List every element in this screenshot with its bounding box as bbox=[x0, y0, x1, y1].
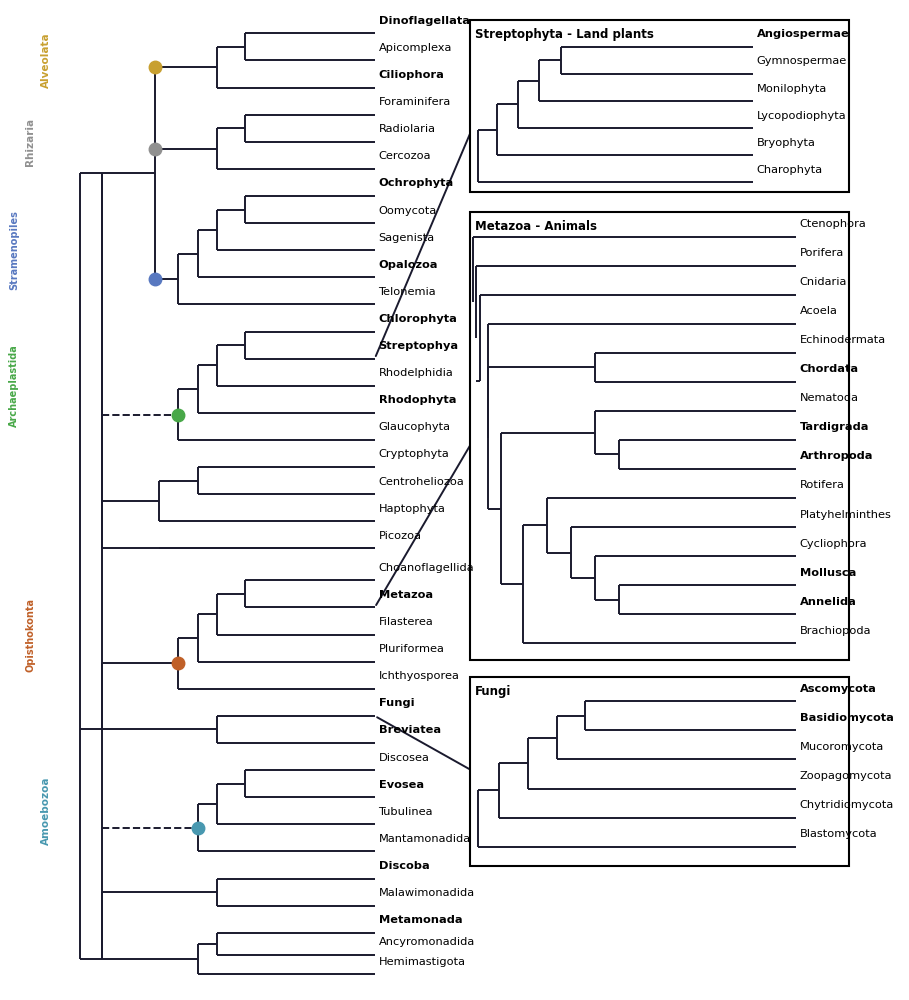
Text: Annelida: Annelida bbox=[800, 597, 856, 607]
Text: Streptophyta - Land plants: Streptophyta - Land plants bbox=[475, 28, 654, 41]
Text: Archaeplastida: Archaeplastida bbox=[9, 344, 19, 427]
Text: Ctenophora: Ctenophora bbox=[800, 219, 866, 229]
Text: Foraminifera: Foraminifera bbox=[378, 97, 451, 107]
FancyBboxPatch shape bbox=[471, 677, 848, 866]
Text: Lycopodiophyta: Lycopodiophyta bbox=[756, 111, 846, 121]
Text: Brachiopoda: Brachiopoda bbox=[800, 626, 871, 636]
Text: Monilophyta: Monilophyta bbox=[756, 84, 827, 94]
Text: Ichthyosporea: Ichthyosporea bbox=[378, 671, 459, 681]
Text: Ancyromonadida: Ancyromonadida bbox=[378, 937, 474, 947]
Text: Ochrophyta: Ochrophyta bbox=[378, 178, 454, 188]
Text: Mantamonadida: Mantamonadida bbox=[378, 834, 471, 844]
Text: Amoebozoa: Amoebozoa bbox=[42, 777, 52, 845]
Text: Dinoflagellata: Dinoflagellata bbox=[378, 16, 470, 26]
Text: Fungi: Fungi bbox=[378, 698, 415, 708]
Text: Opisthokonta: Opisthokonta bbox=[25, 598, 35, 672]
Text: Metamonada: Metamonada bbox=[378, 915, 462, 925]
Text: Charophyta: Charophyta bbox=[756, 165, 823, 175]
Text: Streptophya: Streptophya bbox=[378, 341, 459, 351]
Text: Ciliophora: Ciliophora bbox=[378, 70, 445, 80]
Text: Chordata: Chordata bbox=[800, 364, 859, 374]
FancyBboxPatch shape bbox=[471, 212, 848, 660]
Text: Porifera: Porifera bbox=[800, 248, 844, 258]
Text: Cercozoa: Cercozoa bbox=[378, 151, 431, 161]
Text: Acoela: Acoela bbox=[800, 306, 837, 316]
Text: Malawimonadida: Malawimonadida bbox=[378, 888, 474, 898]
Text: Evosea: Evosea bbox=[378, 780, 424, 790]
Text: Oomycota: Oomycota bbox=[378, 206, 437, 216]
Text: Rotifera: Rotifera bbox=[800, 480, 844, 490]
Text: Haptophyta: Haptophyta bbox=[378, 504, 445, 514]
Text: Centroheliozoa: Centroheliozoa bbox=[378, 477, 464, 487]
Text: Blastomycota: Blastomycota bbox=[800, 829, 877, 839]
Text: Hemimastigota: Hemimastigota bbox=[378, 957, 465, 967]
Text: Breviatea: Breviatea bbox=[378, 725, 441, 735]
Text: Rhodophyta: Rhodophyta bbox=[378, 395, 456, 405]
Text: Metazoa - Animals: Metazoa - Animals bbox=[475, 220, 597, 233]
Text: Cryptophyta: Cryptophyta bbox=[378, 449, 449, 459]
Text: Filasterea: Filasterea bbox=[378, 617, 434, 627]
Text: Radiolaria: Radiolaria bbox=[378, 124, 435, 134]
Text: Pluriformea: Pluriformea bbox=[378, 644, 445, 654]
Text: Alveolata: Alveolata bbox=[42, 33, 52, 88]
Text: Chytridiomycota: Chytridiomycota bbox=[800, 800, 894, 810]
Text: Choanoflagellida: Choanoflagellida bbox=[378, 563, 474, 573]
Text: Apicomplexa: Apicomplexa bbox=[378, 43, 452, 53]
Text: Discosea: Discosea bbox=[378, 753, 429, 763]
Text: Stramenopiles: Stramenopiles bbox=[9, 210, 19, 290]
Text: Mollusca: Mollusca bbox=[800, 568, 856, 578]
FancyBboxPatch shape bbox=[471, 20, 848, 192]
Text: Opalozoa: Opalozoa bbox=[378, 260, 438, 270]
Text: Discoba: Discoba bbox=[378, 861, 429, 871]
Text: Picozoa: Picozoa bbox=[378, 531, 422, 541]
Text: Tubulinea: Tubulinea bbox=[378, 807, 433, 817]
Text: Tardigrada: Tardigrada bbox=[800, 422, 869, 432]
Text: Zoopagomycota: Zoopagomycota bbox=[800, 771, 893, 781]
Text: Telonemia: Telonemia bbox=[378, 287, 436, 297]
Text: Mucoromycota: Mucoromycota bbox=[800, 742, 884, 752]
Text: Chlorophyta: Chlorophyta bbox=[378, 314, 457, 324]
Text: Sagenista: Sagenista bbox=[378, 233, 435, 243]
Text: Fungi: Fungi bbox=[475, 685, 512, 698]
Text: Rhodelphidia: Rhodelphidia bbox=[378, 368, 454, 378]
Text: Bryophyta: Bryophyta bbox=[756, 138, 815, 148]
Text: Nematoda: Nematoda bbox=[800, 393, 859, 403]
Text: Platyhelminthes: Platyhelminthes bbox=[800, 510, 892, 520]
Text: Cycliophora: Cycliophora bbox=[800, 539, 867, 549]
Text: Arthropoda: Arthropoda bbox=[800, 451, 874, 461]
Text: Metazoa: Metazoa bbox=[378, 590, 433, 600]
Text: Rhizaria: Rhizaria bbox=[25, 118, 35, 166]
Text: Cnidaria: Cnidaria bbox=[800, 277, 847, 287]
Text: Ascomycota: Ascomycota bbox=[800, 684, 876, 694]
Text: Basidiomycota: Basidiomycota bbox=[800, 713, 894, 723]
Text: Echinodermata: Echinodermata bbox=[800, 335, 886, 345]
Text: Angiospermae: Angiospermae bbox=[756, 29, 849, 39]
Text: Glaucophyta: Glaucophyta bbox=[378, 422, 451, 432]
Text: Gymnospermae: Gymnospermae bbox=[756, 56, 847, 66]
